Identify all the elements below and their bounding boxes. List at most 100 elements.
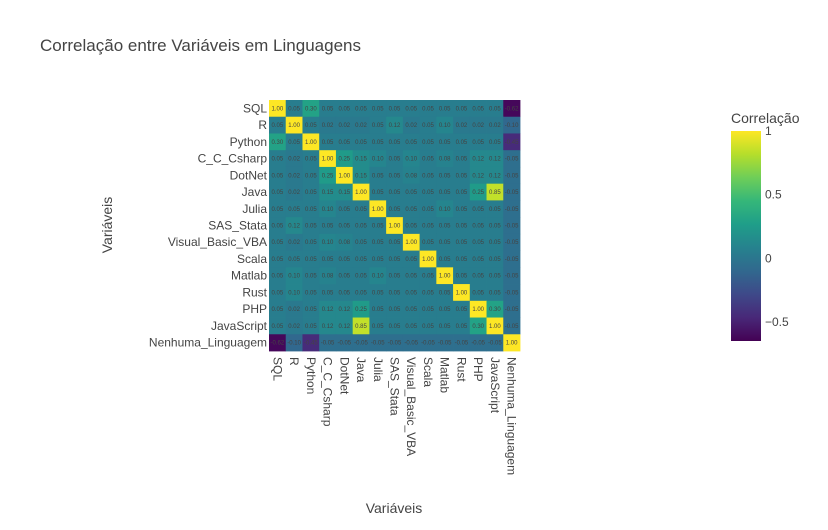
cell-value-label: 0.05: [489, 274, 501, 280]
heatmap-cell: [503, 100, 521, 118]
heatmap-cell: [486, 250, 504, 268]
heatmap-cell: [319, 133, 337, 151]
heatmap-cell: [386, 116, 404, 134]
cell-value-label: 0.30: [489, 307, 501, 313]
cell-value-label: 0.05: [405, 324, 417, 330]
heatmap-cell: [486, 133, 504, 151]
cell-value-label: -0.05: [321, 341, 335, 347]
cell-value-label: 0.05: [405, 290, 417, 296]
cell-value-label: 0.05: [456, 240, 468, 246]
heatmap-cell: [386, 166, 404, 185]
x-tick-label: Matlab: [438, 357, 452, 393]
heatmap-cell: [386, 267, 404, 285]
x-tick-label: Visual_Basic_VBA: [404, 357, 418, 456]
heatmap-cell: [319, 166, 337, 185]
cell-value-label: 0.05: [456, 140, 468, 146]
cell-value-label: 0.05: [338, 224, 350, 230]
heatmap-cell: [402, 166, 420, 185]
cell-value-label: 0.12: [322, 324, 334, 330]
cell-value-label: 0.05: [472, 140, 484, 146]
heatmap-cell: [453, 233, 471, 251]
cell-value-label: 1.00: [355, 190, 367, 196]
cell-value-label: 0.02: [355, 123, 367, 129]
cell-value-label: 0.05: [405, 207, 417, 213]
cell-value-label: 0.85: [489, 190, 501, 196]
cell-value-label: 0.05: [389, 207, 401, 213]
heatmap-cell: [285, 334, 303, 352]
heatmap-cell: [436, 284, 454, 302]
cell-value-label: 0.05: [372, 240, 384, 246]
cell-value-label: 0.05: [439, 257, 451, 263]
cell-value-label: 0.05: [372, 290, 384, 296]
heatmap-cell: [436, 100, 454, 118]
heatmap-cell: [453, 150, 471, 168]
cell-value-label: 0.05: [472, 257, 484, 263]
cell-value-label: 0.10: [372, 274, 384, 280]
heatmap-cell: [302, 150, 320, 168]
heatmap-cell: [335, 183, 354, 201]
heatmap-cell: [335, 233, 354, 251]
cell-value-label: 0.05: [389, 324, 401, 330]
cell-value-label: 0.05: [422, 290, 434, 296]
cell-value-label: 0.30: [272, 140, 284, 146]
cell-value-label: 0.05: [439, 290, 451, 296]
cell-value-label: -0.05: [505, 290, 519, 296]
heatmap-cell: [469, 100, 487, 118]
x-tick-label: SQL: [270, 357, 284, 381]
cell-value-label: 0.08: [405, 173, 417, 179]
cell-value-label: 0.05: [489, 290, 501, 296]
heatmap-cell: [436, 267, 454, 285]
cell-value-label: 0.05: [456, 307, 468, 313]
heatmap-cell: [302, 183, 320, 201]
cell-value-label: 0.10: [405, 157, 417, 163]
cell-value-label: 0.05: [288, 207, 300, 213]
heatmap-cell: [302, 200, 320, 218]
heatmap-cell: [503, 166, 521, 185]
heatmap-cell: [402, 217, 420, 235]
cell-value-label: 1.00: [439, 274, 451, 280]
cell-value-label: 0.05: [422, 207, 434, 213]
cell-value-label: 0.12: [489, 173, 501, 179]
cell-value-label: 0.05: [489, 257, 501, 263]
cell-value-label: 0.10: [322, 240, 334, 246]
cell-value-label: 0.05: [405, 274, 417, 280]
cell-value-label: 0.05: [355, 224, 367, 230]
cell-value-label: 0.12: [338, 307, 350, 313]
heatmap-cell: [386, 250, 404, 268]
heatmap-cell: [352, 233, 370, 251]
heatmap-cell: [386, 217, 404, 235]
heatmap-cell: [386, 284, 404, 302]
cell-value-label: 0.05: [405, 224, 417, 230]
cell-value-label: 0.05: [389, 140, 401, 146]
heatmap-cell: [453, 334, 471, 352]
heatmap-cell: [419, 166, 437, 185]
heatmap-cell: [352, 150, 370, 168]
cell-value-label: 0.05: [405, 307, 417, 313]
heatmap-cell: [335, 217, 354, 235]
cell-value-label: 0.30: [305, 106, 317, 112]
cell-value-label: 0.05: [389, 106, 401, 112]
heatmap-cell: [503, 284, 521, 302]
heatmap-cell: [269, 267, 287, 285]
heatmap-cell: [369, 233, 387, 251]
heatmap-cell: [419, 250, 437, 268]
cell-value-label: 0.05: [472, 224, 484, 230]
heatmap-cell: [436, 250, 454, 268]
heatmap-cell: [453, 284, 471, 302]
heatmap-cell: [302, 116, 320, 134]
heatmap-cell: [335, 166, 354, 185]
x-tick-label: Python: [304, 357, 318, 394]
cell-value-label: 0.02: [489, 123, 501, 129]
cell-value-label: 0.02: [288, 240, 300, 246]
cell-value-label: 0.02: [338, 123, 350, 129]
cell-value-label: 0.05: [305, 324, 317, 330]
cell-value-label: 0.05: [372, 123, 384, 129]
cell-value-label: -0.05: [488, 341, 502, 347]
cell-value-label: 0.05: [272, 324, 284, 330]
cell-value-label: 0.05: [305, 123, 317, 129]
cell-value-label: 0.05: [389, 173, 401, 179]
heatmap-cell: [402, 300, 420, 318]
heatmap-cell: [285, 150, 303, 168]
